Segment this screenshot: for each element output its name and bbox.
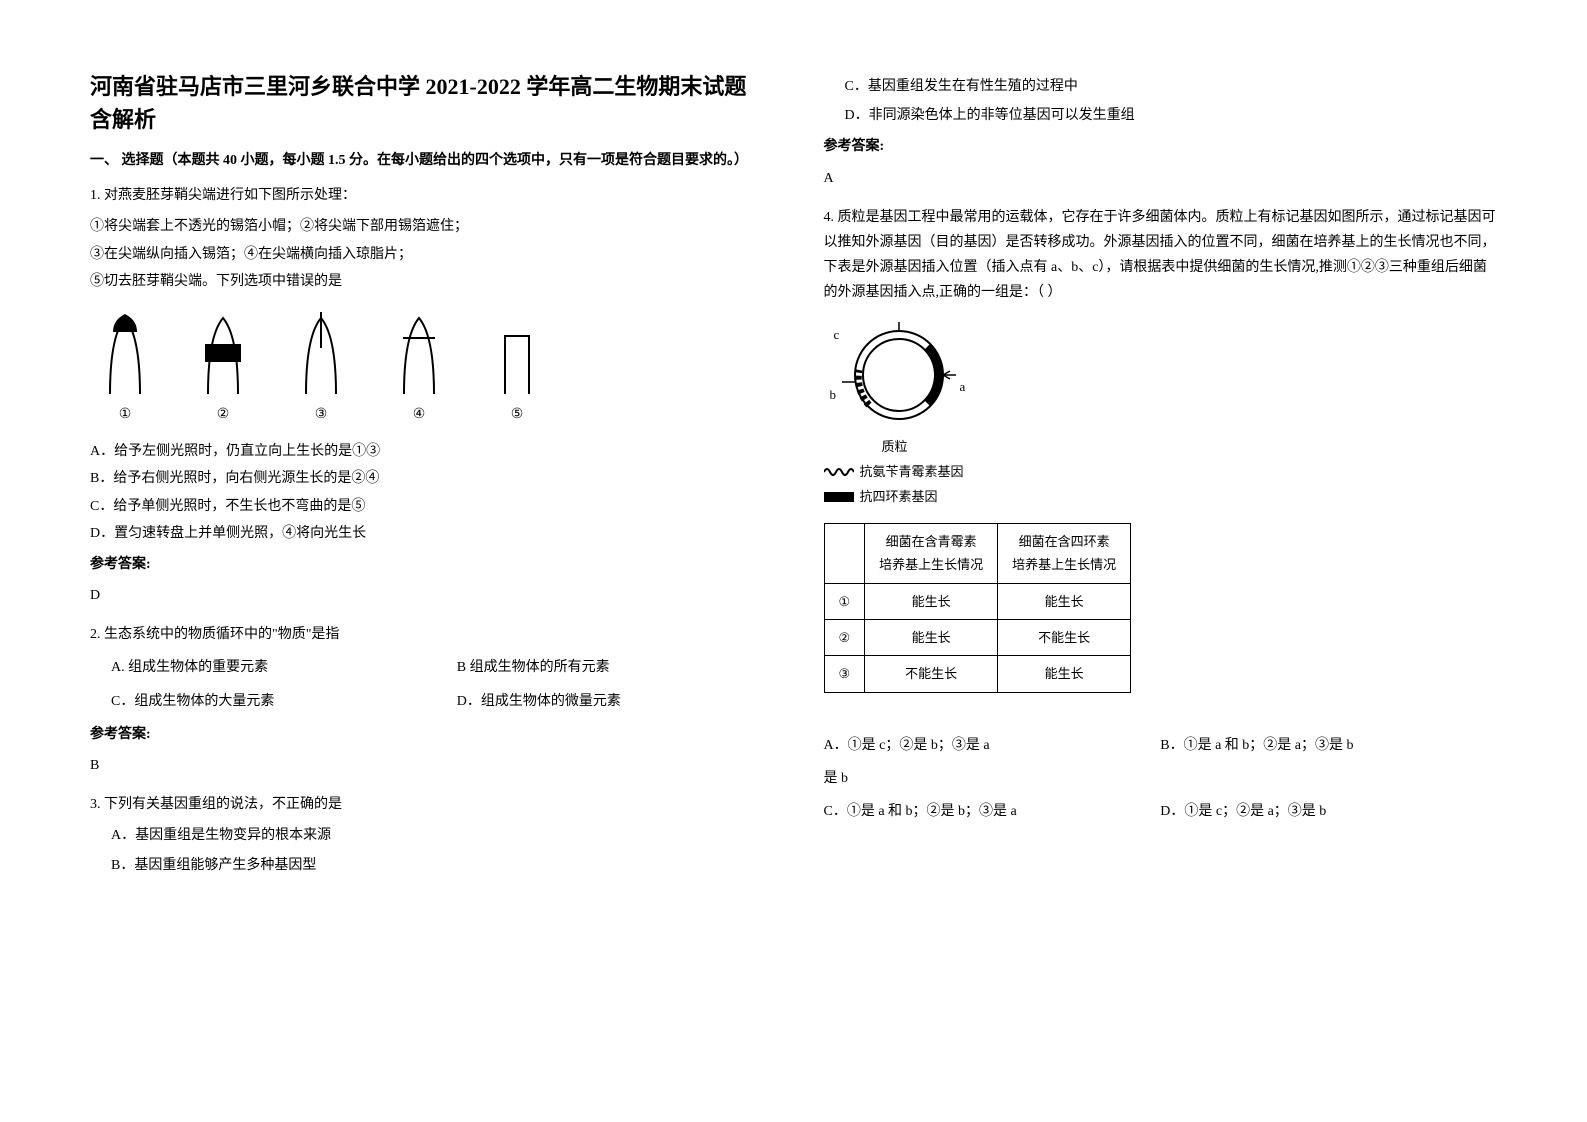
- shoot-2: ②: [188, 306, 258, 427]
- cell-r3c2: 能生长: [998, 656, 1131, 692]
- q1-answer-label: 参考答案:: [90, 552, 764, 577]
- shoot-1: ①: [90, 306, 160, 427]
- legend-solid-swatch: [824, 492, 854, 502]
- q4-opt-b: B．①是 a 和 b；②是 a；③是 b: [1160, 733, 1497, 758]
- q4-options: A．①是 c；②是 b；③是 a B．①是 a 和 b；②是 a；③是 b 是 …: [824, 733, 1498, 825]
- question-3-cont: C．基因重组发生在有性生殖的过程中 D．非同源染色体上的非等位基因可以发生重组 …: [824, 74, 1498, 191]
- q4-table: 细菌在含青霉素 培养基上生长情况 细菌在含四环素 培养基上生长情况 ① 能生长 …: [824, 523, 1132, 693]
- q1-line1: ①将尖端套上不透光的锡箔小帽；②将尖端下部用锡箔遮住；: [90, 214, 764, 239]
- q2-opt-d: D．组成生物体的微量元素: [457, 689, 764, 714]
- cell-r2c2: 不能生长: [998, 620, 1131, 656]
- th-tet: 细菌在含四环素 培养基上生长情况: [998, 523, 1131, 583]
- th-pen-2: 培养基上生长情况: [879, 553, 983, 576]
- plasmid-point-b: b: [830, 383, 837, 406]
- q2-opt-c: C．组成生物体的大量元素: [90, 689, 397, 714]
- legend-ampicillin: 抗氨苄青霉素基因: [824, 460, 1498, 483]
- shoot-4: ④: [384, 306, 454, 427]
- q4-stem: 4. 质粒是基因工程中最常用的运载体，它存在于许多细菌体内。质粒上有标记基因如图…: [824, 205, 1498, 306]
- q3-opt-c: C．基因重组发生在有性生殖的过程中: [845, 74, 1498, 99]
- q4-opt-b-cont: 是 b: [824, 766, 1161, 791]
- question-2: 2. 生态系统中的物质循环中的"物质"是指 A. 组成生物体的重要元素 B 组成…: [90, 622, 764, 778]
- cell-r3: ③: [824, 656, 865, 692]
- question-4: 4. 质粒是基因工程中最常用的运载体，它存在于许多细菌体内。质粒上有标记基因如图…: [824, 205, 1498, 825]
- table-row: ③ 不能生长 能生长: [824, 656, 1131, 692]
- shoot-3: ③: [286, 306, 356, 427]
- plasmid-diagram: c a b 质粒 抗氨苄青霉素基因 抗四环素基因: [824, 320, 1498, 509]
- cell-r1c1: 能生长: [865, 583, 998, 619]
- section-heading: 一、 选择题（本题共 40 小题，每小题 1.5 分。在每小题给出的四个选项中，…: [90, 148, 764, 173]
- table-row: 细菌在含青霉素 培养基上生长情况 细菌在含四环素 培养基上生长情况: [824, 523, 1131, 583]
- legend-tetracycline: 抗四环素基因: [824, 485, 1498, 508]
- q4-opt-c: C．①是 a 和 b；②是 b；③是 a: [824, 799, 1161, 824]
- th-pen-1: 细菌在含青霉素: [879, 530, 983, 553]
- q4-opt-d: D．①是 c；②是 a；③是 b: [1160, 799, 1497, 824]
- table-row: ① 能生长 能生长: [824, 583, 1131, 619]
- q3-answer-label: 参考答案:: [824, 134, 1498, 159]
- question-1: 1. 对燕麦胚芽鞘尖端进行如下图所示处理： ①将尖端套上不透光的锡箔小帽；②将尖…: [90, 183, 764, 608]
- th-pen: 细菌在含青霉素 培养基上生长情况: [865, 523, 998, 583]
- shoot-2-label: ②: [217, 402, 230, 427]
- q3-opt-a: A．基因重组是生物变异的根本来源: [111, 823, 764, 848]
- q3-opt-b: B．基因重组能够产生多种基因型: [111, 853, 764, 878]
- q2-opt-a: A. 组成生物体的重要元素: [90, 655, 397, 680]
- q2-stem: 2. 生态系统中的物质循环中的"物质"是指: [90, 622, 764, 647]
- shoot-5: ⑤: [482, 306, 552, 427]
- left-column: 河南省驻马店市三里河乡联合中学 2021-2022 学年高二生物期末试题含解析 …: [90, 70, 764, 1052]
- q1-stem: 1. 对燕麦胚芽鞘尖端进行如下图所示处理：: [90, 183, 764, 208]
- right-column: C．基因重组发生在有性生殖的过程中 D．非同源染色体上的非等位基因可以发生重组 …: [824, 70, 1498, 1052]
- q1-opt-d: D．置匀速转盘上并单侧光照，④将向光生长: [90, 521, 764, 546]
- q3-stem: 3. 下列有关基因重组的说法，不正确的是: [90, 792, 764, 817]
- plasmid-point-a: a: [960, 375, 966, 398]
- th-blank: [824, 523, 865, 583]
- question-3: 3. 下列有关基因重组的说法，不正确的是 A．基因重组是生物变异的根本来源 B．…: [90, 792, 764, 878]
- shoot-1-label: ①: [119, 402, 132, 427]
- plasmid-point-c: c: [834, 323, 840, 346]
- th-tet-1: 细菌在含四环素: [1012, 530, 1116, 553]
- q2-answer: B: [90, 753, 764, 778]
- legend-ampicillin-text: 抗氨苄青霉素基因: [860, 460, 964, 483]
- q4-opt-a: A．①是 c；②是 b；③是 a: [824, 733, 1161, 758]
- q3-answer: A: [824, 166, 1498, 191]
- th-tet-2: 培养基上生长情况: [1012, 553, 1116, 576]
- q1-opt-c: C．给予单侧光照时，不生长也不弯曲的是⑤: [90, 494, 764, 519]
- q2-answer-label: 参考答案:: [90, 722, 764, 747]
- shoot-3-label: ③: [315, 402, 328, 427]
- q3-opt-d: D．非同源染色体上的非等位基因可以发生重组: [845, 103, 1498, 128]
- q2-opt-b: B 组成生物体的所有元素: [457, 655, 764, 680]
- q1-opt-b: B．给予右侧光照时，向右侧光源生长的是②④: [90, 466, 764, 491]
- cell-r3c1: 不能生长: [865, 656, 998, 692]
- table-row: ② 能生长 不能生长: [824, 620, 1131, 656]
- q1-line3: ⑤切去胚芽鞘尖端。下列选项中错误的是: [90, 269, 764, 294]
- q1-diagram: ① ② ③: [90, 306, 764, 427]
- page-title: 河南省驻马店市三里河乡联合中学 2021-2022 学年高二生物期末试题含解析: [90, 70, 764, 136]
- q1-line2: ③在尖端纵向插入锡箔；④在尖端横向插入琼脂片；: [90, 242, 764, 267]
- q1-answer: D: [90, 583, 764, 608]
- shoot-4-label: ④: [413, 402, 426, 427]
- cell-r1: ①: [824, 583, 865, 619]
- shoot-5-label: ⑤: [511, 402, 524, 427]
- cell-r2: ②: [824, 620, 865, 656]
- legend-tetracycline-text: 抗四环素基因: [860, 485, 938, 508]
- cell-r2c1: 能生长: [865, 620, 998, 656]
- cell-r1c2: 能生长: [998, 583, 1131, 619]
- q1-opt-a: A．给予左侧光照时，仍直立向上生长的是①③: [90, 439, 764, 464]
